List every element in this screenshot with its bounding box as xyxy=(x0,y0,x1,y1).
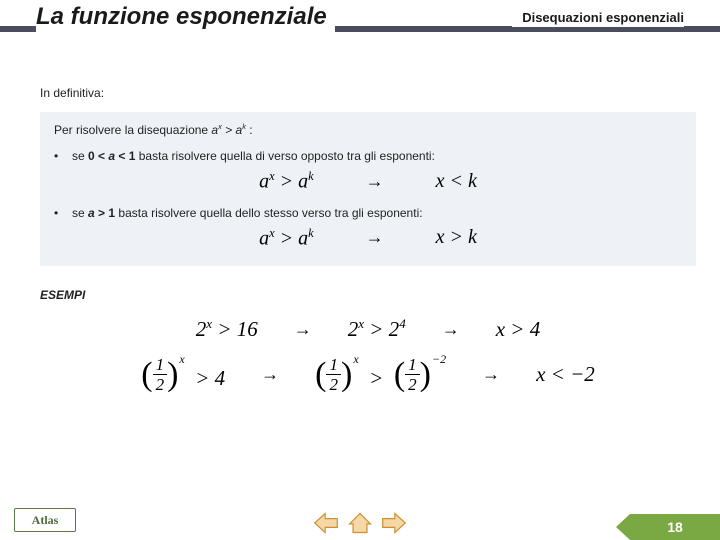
slide-header: La funzione esponenziale Disequazioni es… xyxy=(0,0,720,48)
nav-prev-button[interactable] xyxy=(312,510,340,536)
exponent: x xyxy=(353,352,358,367)
cond: a > 1 xyxy=(88,206,115,220)
denominator: 2 xyxy=(153,375,168,393)
example-row-1: 2x > 16 → 2x > 24 → x > 4 xyxy=(40,316,696,342)
arrow-icon: → xyxy=(366,171,384,192)
formula-1: ax > ak → x < k xyxy=(54,169,682,194)
math-left: ax > ak xyxy=(259,226,314,251)
rule-lead: Per risolvere la disequazione ax > ak : xyxy=(54,122,682,137)
rule-box: Per risolvere la disequazione ax > ak : … xyxy=(40,112,696,266)
arrow-icon: → xyxy=(482,364,500,385)
arrow-icon: → xyxy=(366,227,384,248)
math-right: x < k xyxy=(436,170,477,193)
exponent: x xyxy=(179,352,184,367)
logo-text: Atlas xyxy=(32,513,59,528)
text: se xyxy=(72,206,88,220)
text: basta risolvere quella dello stesso vers… xyxy=(115,206,423,220)
math-expr: ax > ak xyxy=(211,123,246,137)
slide-content: In definitiva: Per risolvere la disequaz… xyxy=(0,48,720,393)
arrow-icon: → xyxy=(294,319,312,340)
ex-step: 2x > 16 xyxy=(196,316,258,342)
atlas-logo: Atlas xyxy=(14,508,76,532)
arrow-icon: → xyxy=(261,364,279,385)
arrow-icon: → xyxy=(442,319,460,340)
fraction: ( 12 ) x xyxy=(141,356,184,393)
intro-text: In definitiva: xyxy=(40,86,696,100)
ex-step: ( 12 ) x > 4 xyxy=(141,356,225,393)
text: : xyxy=(246,123,253,137)
denominator: 2 xyxy=(405,375,420,393)
cond: 0 < a < 1 xyxy=(88,149,135,163)
bullet-text: se 0 < a < 1 basta risolvere quella di v… xyxy=(72,149,435,163)
bullet-text: se a > 1 basta risolvere quella dello st… xyxy=(72,206,423,220)
math-right: x > k xyxy=(436,226,477,249)
bullet-icon: • xyxy=(54,206,72,220)
exponent: −2 xyxy=(432,352,446,367)
bullet-icon: • xyxy=(54,149,72,163)
ex-result: x < −2 xyxy=(536,362,595,387)
text: basta risolvere quella di verso opposto … xyxy=(135,149,435,163)
examples-label: ESEMPI xyxy=(40,288,696,302)
numerator: 1 xyxy=(153,356,168,375)
ex-step: 2x > 24 xyxy=(348,316,406,342)
fraction: ( 12 ) −2 xyxy=(394,356,446,393)
text: Per risolvere la disequazione xyxy=(54,123,211,137)
denominator: 2 xyxy=(326,375,341,393)
bullet-1: • se 0 < a < 1 basta risolvere quella di… xyxy=(54,149,682,163)
nav-next-button[interactable] xyxy=(380,510,408,536)
numerator: 1 xyxy=(326,356,341,375)
example-row-2: ( 12 ) x > 4 → ( 12 ) x > ( 12 ) −2 → xyxy=(40,356,696,393)
math-left: ax > ak xyxy=(259,169,314,194)
slide-subtitle: Disequazioni esponenziali xyxy=(512,10,684,27)
ex-step: ( 12 ) x > ( 12 ) −2 xyxy=(315,356,446,393)
bullet-2: • se a > 1 basta risolvere quella dello … xyxy=(54,206,682,220)
nav-buttons xyxy=(312,510,408,536)
fraction: ( 12 ) x xyxy=(315,356,358,393)
page-number-badge: 18 xyxy=(630,514,720,540)
formula-2: ax > ak → x > k xyxy=(54,226,682,251)
numerator: 1 xyxy=(405,356,420,375)
page-number: 18 xyxy=(667,519,683,535)
slide-footer: Atlas 18 xyxy=(0,506,720,540)
slide-title: La funzione esponenziale xyxy=(36,3,335,35)
ex-result: x > 4 xyxy=(496,317,541,342)
nav-home-button[interactable] xyxy=(346,510,374,536)
text: se xyxy=(72,149,88,163)
